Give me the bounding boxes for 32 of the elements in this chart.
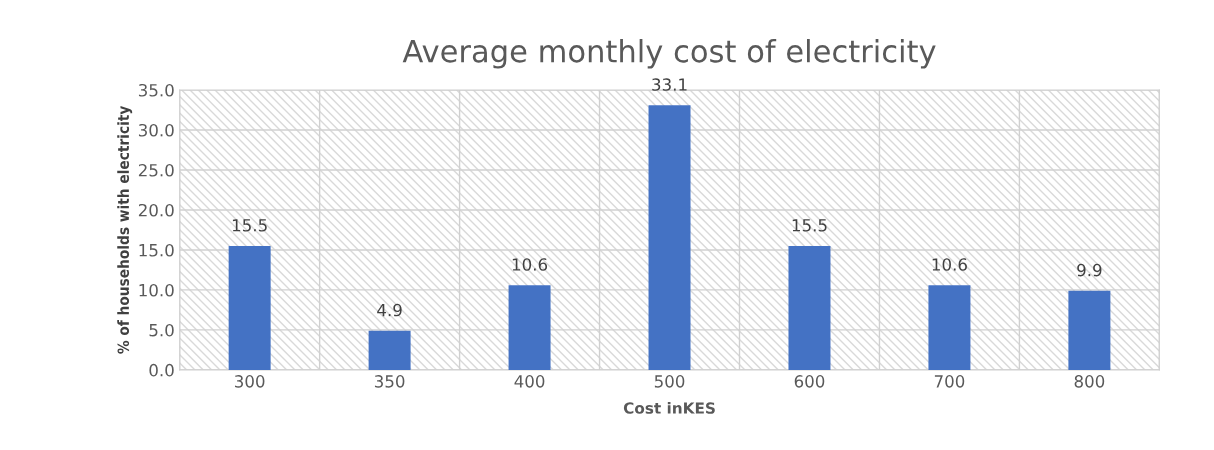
- bar: [788, 245, 831, 370]
- data-label: 15.5: [232, 219, 267, 232]
- y-tick-label: 25.0: [138, 163, 174, 177]
- x-tick-label: 600: [794, 375, 825, 388]
- chart-title: Average monthly cost of electricity: [402, 39, 936, 69]
- bar: [928, 285, 971, 370]
- bar: [1068, 290, 1111, 370]
- bar: [508, 285, 551, 370]
- y-tick-label: 5.0: [149, 323, 174, 337]
- y-tick-label: 15.0: [139, 243, 174, 257]
- y-axis-title: % of households with electricity: [117, 105, 133, 354]
- data-label: 4.9: [377, 303, 402, 317]
- x-tick-label: 400: [514, 375, 545, 388]
- x-tick-label: 300: [235, 375, 265, 388]
- data-label: 15.5: [792, 219, 827, 232]
- data-label: 9.9: [1077, 263, 1102, 277]
- y-tick-label: 10.0: [139, 283, 174, 297]
- x-axis-title: Cost inKES: [623, 402, 715, 414]
- y-tick-label: 30.0: [138, 123, 174, 137]
- y-tick-label: 35.0: [138, 83, 174, 97]
- x-tick-label: 700: [934, 375, 965, 388]
- data-label: 33.1: [652, 78, 687, 91]
- y-tick-label: 20.0: [138, 203, 174, 217]
- x-tick-label: 350: [374, 375, 405, 388]
- bar: [648, 105, 691, 370]
- data-label: 10.6: [512, 258, 548, 271]
- y-tick-label: 0.0: [149, 363, 174, 377]
- bar: [368, 330, 411, 370]
- x-tick-label: 500: [654, 375, 685, 388]
- x-tick-label: 800: [1074, 375, 1105, 388]
- bar: [228, 245, 271, 370]
- data-label: 10.6: [932, 258, 967, 271]
